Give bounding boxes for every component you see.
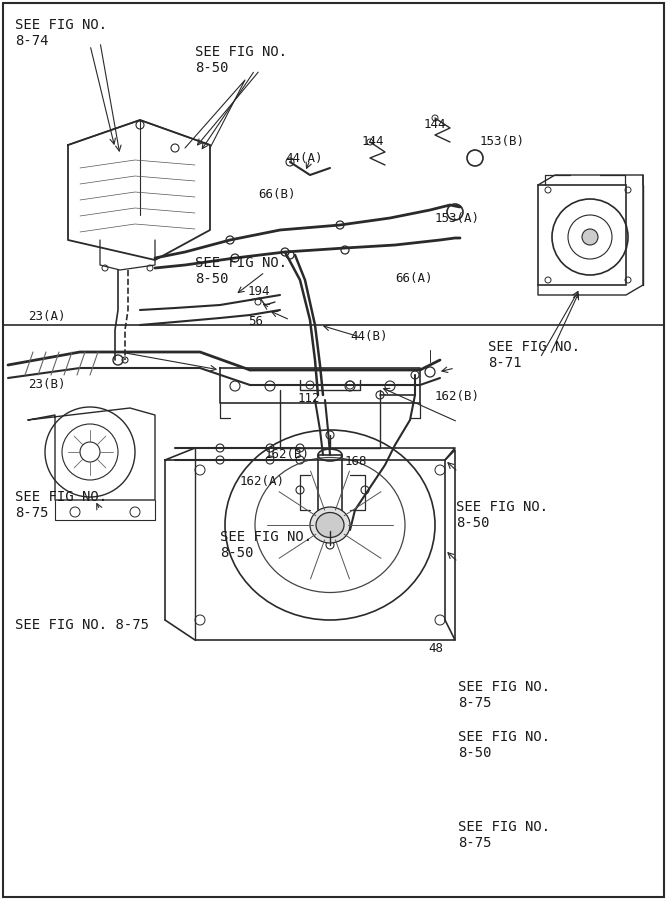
Text: SEE FIG NO.: SEE FIG NO.: [195, 256, 287, 270]
Text: 44(A): 44(A): [285, 152, 323, 165]
Circle shape: [582, 229, 598, 245]
Text: SEE FIG NO.: SEE FIG NO.: [195, 45, 287, 59]
Text: 8-50: 8-50: [195, 272, 229, 286]
Text: SEE FIG NO.: SEE FIG NO.: [488, 340, 580, 354]
Text: SEE FIG NO.: SEE FIG NO.: [456, 500, 548, 514]
Bar: [318, 455, 342, 525]
Text: 8-50: 8-50: [458, 746, 492, 760]
Text: 8-75: 8-75: [458, 836, 492, 850]
Text: SEE FIG NO. 8-75: SEE FIG NO. 8-75: [15, 618, 149, 632]
Text: 112: 112: [298, 392, 321, 405]
Text: SEE FIG NO.: SEE FIG NO.: [15, 18, 107, 32]
Ellipse shape: [310, 507, 350, 543]
Text: 194: 194: [248, 285, 271, 298]
Text: 23(B): 23(B): [28, 378, 65, 391]
Ellipse shape: [316, 512, 344, 537]
Text: 66(B): 66(B): [258, 188, 295, 201]
Text: 48: 48: [428, 642, 443, 655]
Text: SEE FIG NO.: SEE FIG NO.: [458, 820, 550, 834]
Text: 8-50: 8-50: [220, 546, 253, 560]
Text: SEE FIG NO.: SEE FIG NO.: [15, 490, 107, 504]
Text: SEE FIG NO.: SEE FIG NO.: [458, 680, 550, 694]
Text: 168: 168: [345, 455, 368, 468]
Text: 8-71: 8-71: [488, 356, 522, 370]
Text: 153(B): 153(B): [480, 135, 525, 148]
Text: 44(B): 44(B): [350, 330, 388, 343]
Text: SEE FIG NO.: SEE FIG NO.: [458, 730, 550, 744]
Text: 8-75: 8-75: [458, 696, 492, 710]
Text: 144: 144: [424, 118, 446, 131]
Text: 162(A): 162(A): [240, 475, 285, 488]
Text: 153(A): 153(A): [435, 212, 480, 225]
Text: 56: 56: [248, 315, 263, 328]
Text: 8-74: 8-74: [15, 34, 49, 48]
Text: 8-75: 8-75: [15, 506, 49, 520]
Text: 66(A): 66(A): [395, 272, 432, 285]
Text: 162(B): 162(B): [265, 448, 310, 461]
Text: 8-50: 8-50: [195, 61, 229, 75]
Text: 162(B): 162(B): [435, 390, 480, 403]
Text: 23(A): 23(A): [28, 310, 65, 323]
Text: 8-50: 8-50: [456, 516, 490, 530]
Text: SEE FIG NO.: SEE FIG NO.: [220, 530, 312, 544]
Text: 144: 144: [362, 135, 384, 148]
Bar: [538, 185, 626, 285]
